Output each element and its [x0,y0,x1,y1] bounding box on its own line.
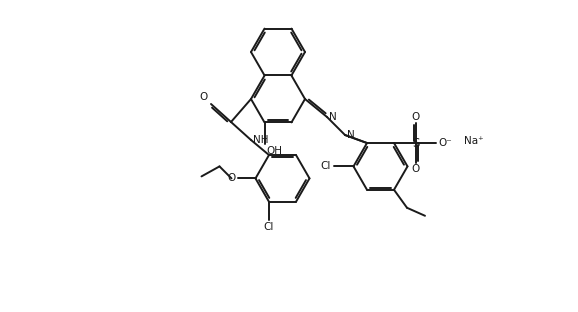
Text: N: N [347,130,355,140]
Text: O: O [412,112,420,122]
Text: OH: OH [266,146,283,156]
Text: O: O [227,173,235,183]
Text: O: O [200,92,208,102]
Text: Na⁺: Na⁺ [464,136,484,146]
Text: N: N [329,112,337,122]
Text: NH: NH [253,135,269,145]
Text: Cl: Cl [264,222,274,232]
Text: S: S [412,137,420,149]
Text: O: O [412,164,420,174]
Text: Cl: Cl [320,161,331,171]
Text: O⁻: O⁻ [438,138,452,148]
